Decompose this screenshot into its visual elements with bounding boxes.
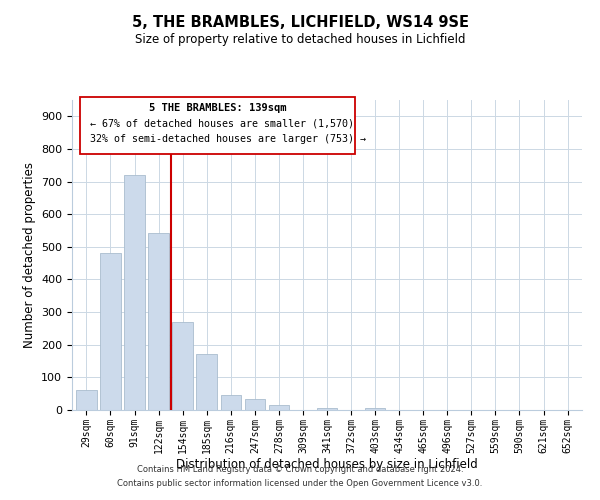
Bar	[269, 406, 289, 410]
Text: Contains public sector information licensed under the Open Government Licence v3: Contains public sector information licen…	[118, 478, 482, 488]
Bar	[317, 408, 337, 410]
Bar	[221, 394, 241, 410]
Bar	[124, 175, 145, 410]
Bar	[365, 408, 385, 410]
Bar	[172, 322, 193, 410]
X-axis label: Distribution of detached houses by size in Lichfield: Distribution of detached houses by size …	[176, 458, 478, 471]
Text: Contains HM Land Registry data © Crown copyright and database right 2024.: Contains HM Land Registry data © Crown c…	[137, 465, 463, 474]
Bar	[100, 254, 121, 410]
Text: ← 67% of detached houses are smaller (1,570): ← 67% of detached houses are smaller (1,…	[90, 118, 354, 128]
Bar	[245, 399, 265, 410]
Text: Size of property relative to detached houses in Lichfield: Size of property relative to detached ho…	[135, 32, 465, 46]
Bar	[196, 354, 217, 410]
Y-axis label: Number of detached properties: Number of detached properties	[23, 162, 35, 348]
FancyBboxPatch shape	[80, 97, 355, 154]
Text: 5 THE BRAMBLES: 139sqm: 5 THE BRAMBLES: 139sqm	[149, 103, 286, 113]
Bar	[76, 390, 97, 410]
Text: 32% of semi-detached houses are larger (753) →: 32% of semi-detached houses are larger (…	[90, 134, 366, 144]
Text: 5, THE BRAMBLES, LICHFIELD, WS14 9SE: 5, THE BRAMBLES, LICHFIELD, WS14 9SE	[131, 15, 469, 30]
Bar	[148, 233, 169, 410]
